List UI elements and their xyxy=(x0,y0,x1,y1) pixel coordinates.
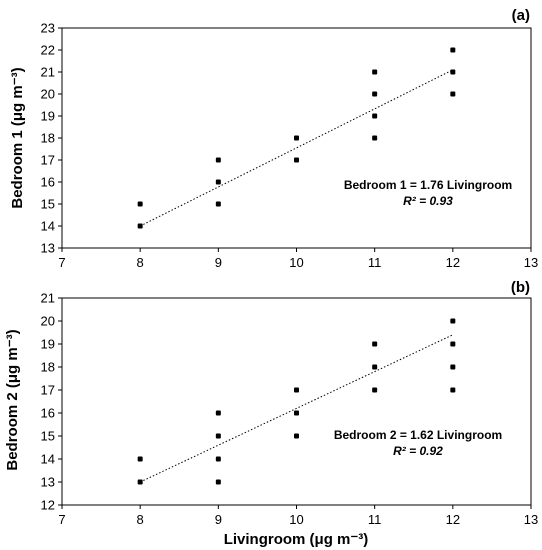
y-tick-label: 15 xyxy=(41,197,55,212)
scatter-point xyxy=(215,179,221,185)
scatter-point xyxy=(294,410,299,416)
scatter-point xyxy=(450,341,456,347)
panel-a-r-squared: R² = 0.93 xyxy=(403,194,453,208)
scatter-point xyxy=(372,69,378,75)
y-tick-label: 19 xyxy=(41,109,55,124)
panel-b-label: (b) xyxy=(511,279,530,296)
scatter-point xyxy=(372,364,378,370)
x-tick-label: 9 xyxy=(215,512,222,527)
x-tick-label: 13 xyxy=(524,255,538,270)
x-tick-label: 12 xyxy=(446,512,460,527)
scatter-point xyxy=(450,47,456,53)
x-tick-label: 10 xyxy=(289,512,303,527)
scatter-point xyxy=(294,135,299,141)
panel-b-trendline xyxy=(139,334,454,483)
scatter-point xyxy=(137,456,143,462)
scatter-point xyxy=(372,387,378,393)
panel-b-equation: Bedroom 2 = 1.62 Livingroom xyxy=(334,428,502,442)
scatter-point xyxy=(215,201,221,207)
panel-a: 13 14 15 16 17 18 19 20 21 22 23 7 8 9 10 11 12 13 (a) B… xyxy=(9,7,538,270)
scatter-point xyxy=(137,223,143,229)
panel-a-y-axis-title: Bedroom 1 (μg m⁻³) xyxy=(9,67,26,208)
scatter-point xyxy=(372,341,378,347)
scatter-point xyxy=(450,69,456,75)
y-tick-label: 18 xyxy=(41,360,55,375)
x-tick-label: 12 xyxy=(446,255,460,270)
x-tick-label: 11 xyxy=(368,255,382,270)
panel-b-x-axis-title: Livingroom (μg m⁻³) xyxy=(224,531,369,548)
scatter-point xyxy=(215,157,221,163)
x-tick-label: 8 xyxy=(137,512,144,527)
scatter-point xyxy=(372,113,378,119)
x-tick-label: 10 xyxy=(289,255,303,270)
scatter-point xyxy=(137,201,143,207)
panel-a-points xyxy=(137,47,456,229)
y-tick-label: 17 xyxy=(41,383,55,398)
scatter-point xyxy=(294,433,299,439)
scatter-point xyxy=(215,433,221,439)
x-tick-label: 13 xyxy=(524,512,538,527)
y-tick-label: 20 xyxy=(41,87,55,102)
scatter-point xyxy=(450,387,456,393)
panel-a-label: (a) xyxy=(512,7,530,24)
y-tick-label: 23 xyxy=(41,21,55,36)
y-tick-label: 21 xyxy=(41,65,55,80)
scatter-point xyxy=(450,364,456,370)
scatter-point xyxy=(372,135,378,141)
y-tick-label: 19 xyxy=(41,337,55,352)
scatter-point xyxy=(450,91,456,97)
scatter-point xyxy=(215,479,221,485)
y-tick-label: 18 xyxy=(41,131,55,146)
y-tick-label: 14 xyxy=(41,219,55,234)
scatter-point xyxy=(215,410,221,416)
x-tick-label: 9 xyxy=(215,255,222,270)
y-tick-label: 20 xyxy=(41,314,55,329)
y-tick-label: 12 xyxy=(41,498,55,513)
scatter-point xyxy=(294,387,299,393)
y-tick-label: 13 xyxy=(41,475,55,490)
panel-a-y-ticks: 13 14 15 16 17 18 19 20 21 22 23 xyxy=(41,21,62,256)
scatter-point xyxy=(450,318,456,324)
scatter-point xyxy=(294,157,299,163)
scatter-point xyxy=(372,91,378,97)
panel-b: 12 13 14 15 16 17 18 19 20 21 7 8 9 10 11 12 13 (b) Bed… xyxy=(4,279,538,548)
x-tick-label: 8 xyxy=(137,255,144,270)
y-tick-label: 22 xyxy=(41,43,55,58)
x-tick-label: 11 xyxy=(368,512,382,527)
panel-b-r-squared: R² = 0.92 xyxy=(393,444,443,458)
x-tick-label: 7 xyxy=(58,512,65,527)
panel-b-y-axis-title: Bedroom 2 (μg m⁻³) xyxy=(4,329,21,470)
y-tick-label: 16 xyxy=(41,175,55,190)
scatter-point xyxy=(137,479,143,485)
y-tick-label: 16 xyxy=(41,406,55,421)
panel-b-x-ticks: 7 8 9 10 11 12 13 xyxy=(58,505,538,527)
panel-a-equation: Bedroom 1 = 1.76 Livingroom xyxy=(344,178,512,192)
x-tick-label: 7 xyxy=(58,255,65,270)
y-tick-label: 15 xyxy=(41,429,55,444)
scatter-point xyxy=(215,456,221,462)
panel-b-points xyxy=(137,318,456,485)
y-tick-label: 21 xyxy=(41,291,55,306)
y-tick-label: 17 xyxy=(41,153,55,168)
panel-a-x-ticks: 7 8 9 10 11 12 13 xyxy=(58,248,538,270)
y-tick-label: 13 xyxy=(41,241,55,256)
panel-b-y-ticks: 12 13 14 15 16 17 18 19 20 21 xyxy=(41,291,62,513)
panel-b-plot-frame xyxy=(61,297,532,506)
panel-a-trendline xyxy=(139,69,454,227)
y-tick-label: 14 xyxy=(41,452,55,467)
